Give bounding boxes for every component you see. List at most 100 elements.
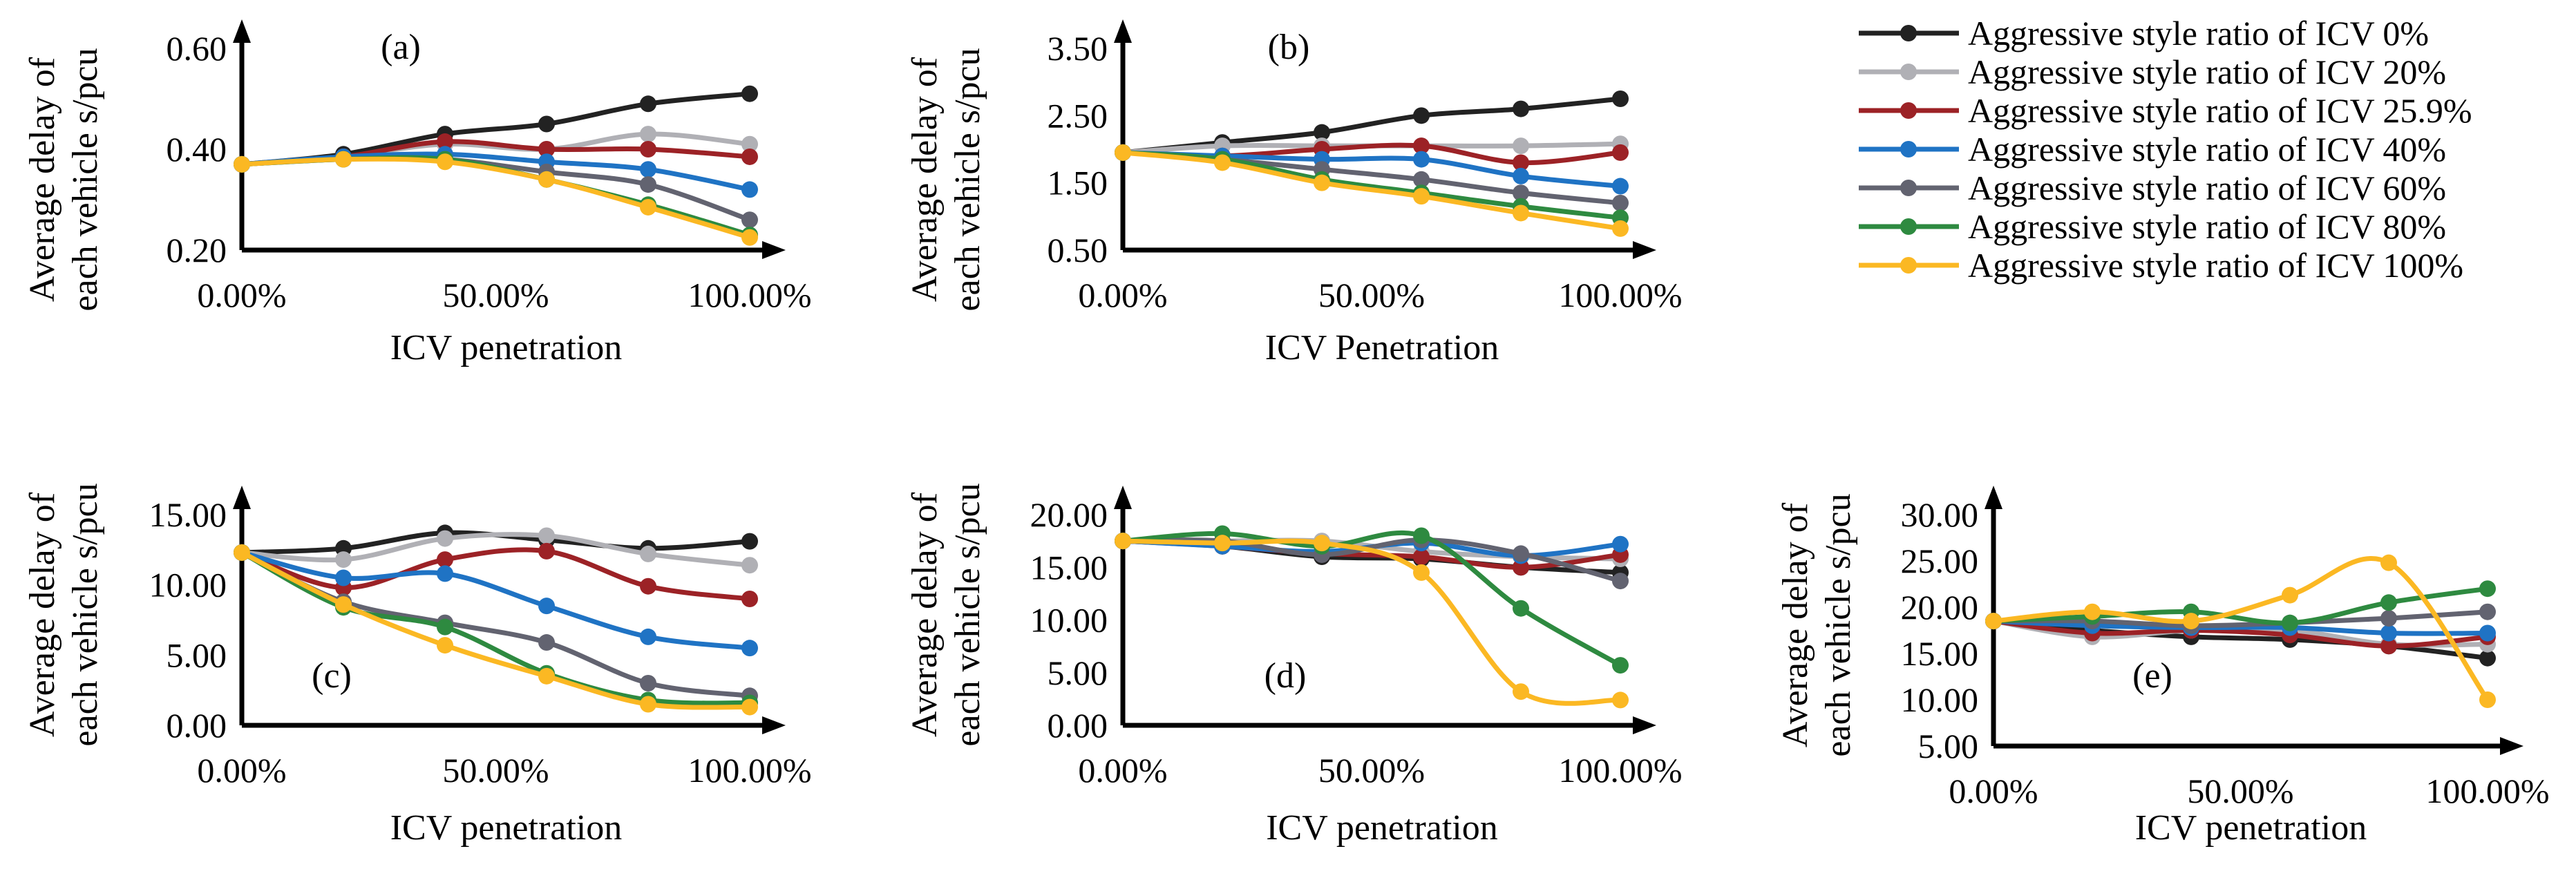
y-axis-arrow	[233, 486, 251, 509]
data-point	[1513, 600, 1529, 617]
data-point	[1314, 535, 1330, 552]
y-tick-label: 0.00	[167, 706, 227, 745]
data-point	[538, 542, 555, 560]
data-point	[1612, 573, 1629, 590]
data-point	[437, 530, 453, 547]
legend-swatch-marker	[1900, 102, 1917, 119]
data-point	[741, 211, 758, 229]
data-point	[437, 618, 453, 636]
data-point	[2479, 580, 2496, 598]
data-point	[538, 598, 555, 615]
data-point	[1413, 107, 1430, 124]
legend-label: Aggressive style ratio of ICV 25.9%	[1968, 91, 2472, 130]
data-point	[640, 628, 656, 645]
data-point	[1612, 535, 1629, 553]
data-point	[1115, 533, 1131, 550]
x-axis-title: ICV Penetration	[1265, 328, 1499, 367]
data-point	[2479, 649, 2496, 667]
y-axis-title: each vehicle s/pcu	[66, 48, 105, 311]
y-tick-label: 2.50	[1048, 96, 1108, 135]
y-tick-label: 20.00	[1030, 495, 1108, 534]
data-point	[741, 135, 758, 153]
x-axis-arrow	[762, 241, 786, 259]
data-point	[1413, 171, 1430, 188]
legend-swatch-marker	[1900, 64, 1917, 80]
data-point	[741, 181, 758, 198]
legend-swatch-marker	[1900, 25, 1917, 41]
y-tick-label: 10.00	[1030, 601, 1108, 640]
data-point	[1513, 100, 1529, 117]
x-axis-arrow	[2500, 737, 2523, 755]
data-point	[1513, 559, 1529, 576]
data-point	[640, 95, 656, 113]
x-tick-label: 50.00%	[442, 751, 549, 790]
chart-panel-2: 0.50 1.50 2.50 3.50 0.00% 50.00% 100.00% ICV Pe…	[905, 19, 1683, 367]
x-tick-label: 50.00%	[1318, 276, 1425, 314]
series-line-1	[1122, 96, 1621, 155]
data-point	[741, 229, 758, 246]
data-point	[1513, 154, 1529, 171]
data-point	[437, 153, 453, 171]
x-tick-label: 50.00%	[1318, 751, 1425, 790]
data-point	[2084, 603, 2101, 620]
y-tick-label: 5.00	[167, 636, 227, 674]
data-point	[437, 565, 453, 582]
y-tick-label: 10.00	[149, 566, 227, 604]
x-axis-title: ICV penetration	[1266, 808, 1498, 848]
y-tick-label: 3.50	[1048, 29, 1108, 68]
series-line-4	[241, 550, 750, 651]
series-line-5	[1122, 537, 1621, 584]
data-point	[1612, 178, 1629, 195]
data-point	[335, 569, 352, 586]
series-line-3	[240, 547, 750, 602]
data-point	[741, 698, 758, 716]
x-tick-label: 0.00%	[1078, 751, 1167, 790]
y-axis-arrow	[1985, 486, 2002, 509]
data-point	[741, 148, 758, 165]
data-point	[640, 198, 656, 216]
data-point	[741, 557, 758, 574]
legend-swatch-marker	[1900, 180, 1917, 196]
legend: Aggressive style ratio of ICV 0%Aggressi…	[1859, 14, 2472, 285]
y-tick-label: 0.50	[1048, 231, 1108, 269]
data-point	[1115, 144, 1131, 161]
data-point	[1214, 535, 1231, 552]
legend-label: Aggressive style ratio of ICV 0%	[1968, 14, 2429, 52]
data-point	[1513, 545, 1529, 562]
series-line-6	[1122, 150, 1621, 220]
y-tick-label: 0.20	[167, 231, 227, 269]
data-point	[538, 141, 555, 157]
legend-label: Aggressive style ratio of ICV 20%	[1968, 52, 2446, 91]
data-point	[335, 151, 352, 168]
x-tick-label: 100.00%	[688, 751, 811, 790]
y-axis-arrow	[1114, 19, 1132, 43]
legend-label: Aggressive style ratio of ICV 60%	[1968, 169, 2446, 207]
y-tick-label: 0.40	[167, 130, 227, 169]
data-point	[2380, 554, 2397, 571]
data-point	[1413, 188, 1430, 205]
series-line-5	[1993, 609, 2488, 629]
x-tick-label: 0.00%	[197, 751, 286, 790]
series-line-6	[1122, 530, 1622, 668]
x-tick-label: 100.00%	[2425, 772, 2549, 810]
data-point	[640, 696, 656, 713]
data-point	[2282, 586, 2298, 604]
data-point	[640, 141, 656, 157]
data-point	[437, 637, 453, 654]
y-axis-arrow	[233, 19, 251, 43]
y-tick-label: 15.00	[1030, 548, 1108, 586]
legend-swatch-marker	[1900, 141, 1917, 157]
data-point	[1612, 691, 1629, 709]
y-tick-label: 15.00	[1901, 634, 1979, 673]
data-point	[538, 667, 555, 685]
data-point	[640, 176, 656, 193]
chart-panel-5: 5.00 10.00 15.00 20.00 25.00 30.00 0.00% 50.00%…	[1776, 486, 2550, 848]
y-axis-title: Average delay of	[23, 57, 62, 302]
data-point	[2282, 614, 2298, 631]
x-axis-title: ICV penetration	[390, 328, 623, 367]
data-point	[1314, 124, 1330, 141]
panel-title: (e)	[2132, 656, 2172, 696]
legend-swatch-marker	[1900, 257, 1917, 274]
y-axis-title: Average delay of	[905, 57, 945, 302]
series-line-7	[1122, 150, 1621, 231]
